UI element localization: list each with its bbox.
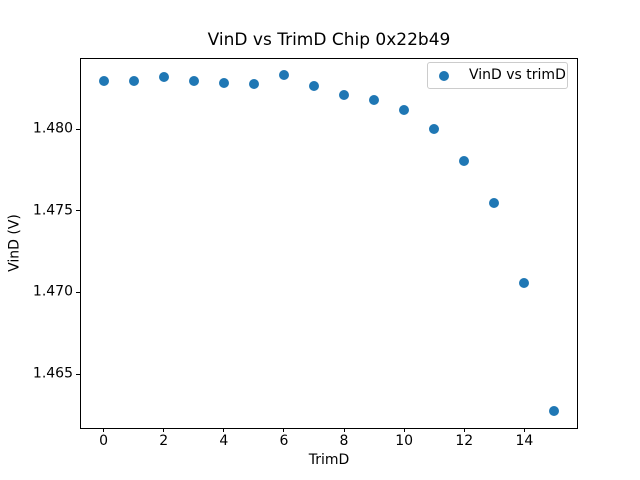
x-tick-label: 2 [159,433,169,449]
x-tick-label: 4 [219,433,229,449]
x-tick-label: 8 [339,433,349,449]
x-axis-label: TrimD [308,452,350,468]
data-point [218,78,229,89]
y-tick-label: 1.475 [32,202,73,219]
y-tick [76,210,80,212]
x-tick [283,428,285,432]
x-tick-label: 14 [515,433,534,449]
data-point [248,79,259,90]
data-point [158,71,169,82]
x-tick-label: 0 [99,433,108,449]
data-point [429,123,440,134]
data-point [489,198,500,209]
y-tick [76,291,80,293]
x-tick [343,428,345,432]
legend: VinD vs trimD [427,62,568,89]
x-tick [403,428,405,432]
legend-label: VinD vs trimD [469,67,566,83]
x-tick-label: 12 [455,433,474,449]
data-point [98,75,109,86]
y-tick-label: 1.470 [32,283,73,300]
x-tick-label: 6 [279,433,289,449]
x-tick [223,428,225,432]
x-tick [163,428,165,432]
x-tick [103,428,105,432]
data-point [459,155,470,166]
x-tick [463,428,465,432]
data-point [128,75,139,86]
legend-marker-icon [439,70,449,81]
plot-area: VinD vs trimD 0 2 4 6 8 10 12 14 1.465 1.470 1.475… [33,58,578,449]
data-point [399,105,410,116]
y-axis-label: VinD (V) [6,214,23,272]
y-tick-label: 1.465 [32,365,73,382]
x-tick [523,428,525,432]
data-point [549,405,560,416]
data-point [369,94,380,105]
y-tick [76,128,80,130]
x-tick-label: 10 [395,433,414,449]
data-point [339,89,350,100]
y-tick-label: 1.480 [32,120,73,137]
data-point [188,75,199,86]
data-point [519,278,530,288]
data-point [278,70,289,81]
chart-title: VinD vs TrimD Chip 0x22b49 [207,30,451,50]
y-tick [76,373,80,375]
data-point [308,81,319,92]
